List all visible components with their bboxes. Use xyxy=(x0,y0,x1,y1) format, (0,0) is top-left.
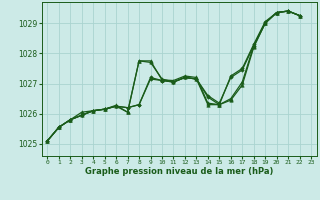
X-axis label: Graphe pression niveau de la mer (hPa): Graphe pression niveau de la mer (hPa) xyxy=(85,167,273,176)
